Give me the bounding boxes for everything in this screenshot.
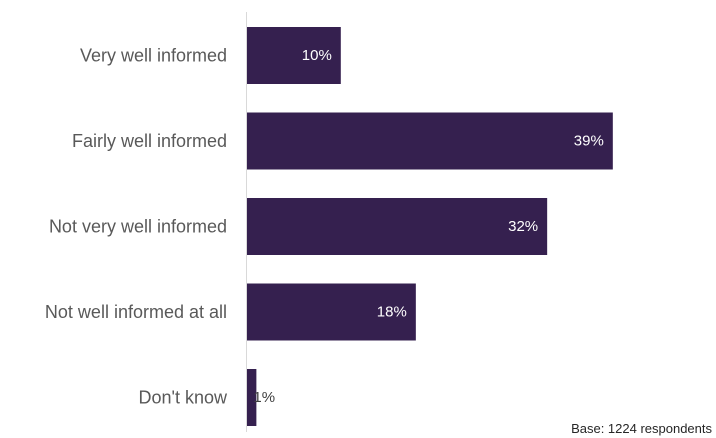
bar <box>247 283 416 341</box>
category-label: Fairly well informed <box>72 131 227 151</box>
bars-group: Very well informed 10% Fairly well informe… <box>45 27 613 426</box>
base-footnote: Base: 1224 respondents <box>571 421 712 436</box>
bar <box>247 369 257 426</box>
value-label: 32% <box>508 218 538 235</box>
value-label: 10% <box>302 47 332 64</box>
value-label: 1% <box>253 389 275 406</box>
value-label: 18% <box>377 304 407 321</box>
category-label: Very well informed <box>80 46 227 66</box>
value-label: 39% <box>574 133 604 150</box>
bar <box>247 112 613 170</box>
category-label: Not well informed at all <box>45 302 227 322</box>
category-label: Don't know <box>139 388 228 408</box>
bar <box>247 27 341 84</box>
category-label: Not very well informed <box>49 217 227 237</box>
bar <box>247 198 548 255</box>
